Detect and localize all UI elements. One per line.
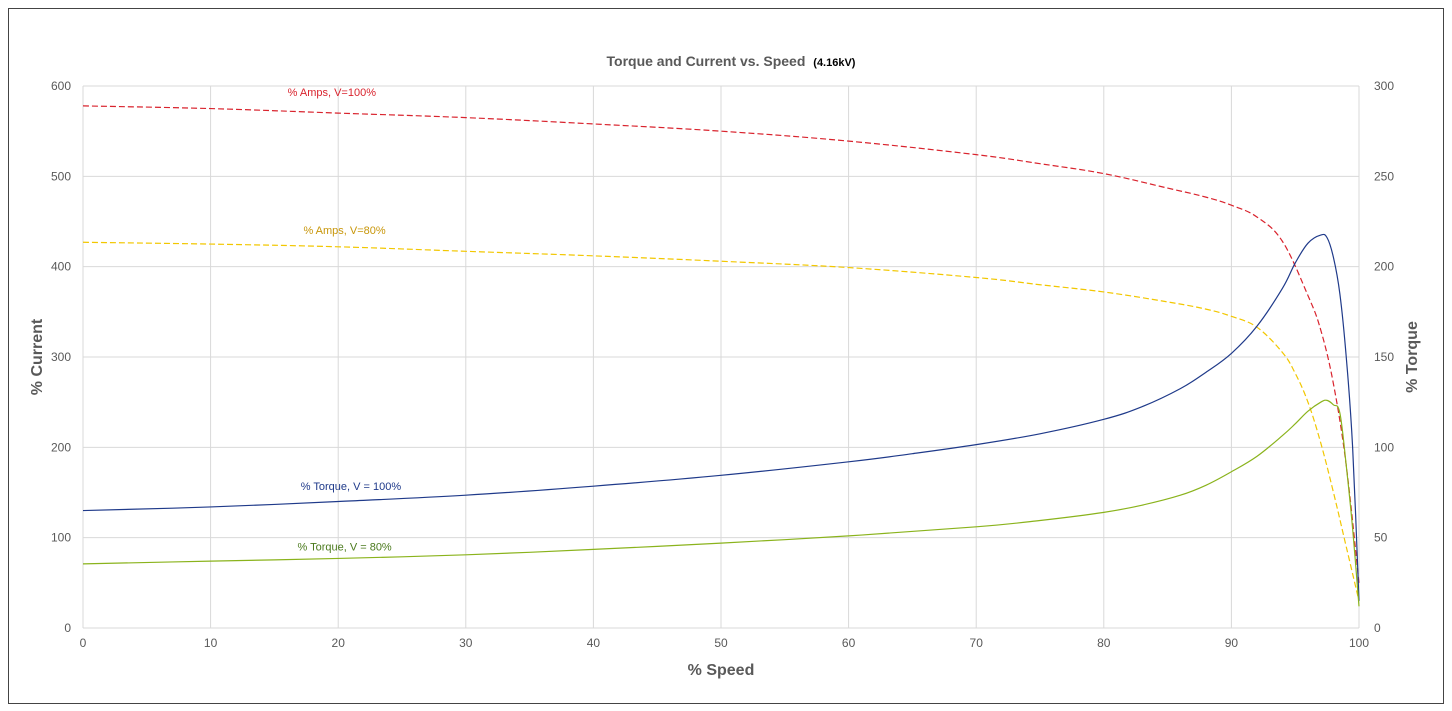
y-right-tick-label: 150 xyxy=(1374,350,1394,364)
series-label-2: % Amps, V=80% xyxy=(303,225,385,237)
x-tick-label: 90 xyxy=(1225,636,1239,650)
series-label-1: % Amps, V=100% xyxy=(288,87,377,99)
y-right-tick-label: 0 xyxy=(1374,621,1381,635)
x-tick-label: 40 xyxy=(587,636,601,650)
y-right-tick-label: 100 xyxy=(1374,440,1394,454)
y-left-tick-label: 0 xyxy=(64,621,71,635)
x-tick-label: 100 xyxy=(1349,636,1369,650)
series-line-1 xyxy=(82,105,1360,583)
y-left-axis-title: % Current xyxy=(29,318,46,395)
y-right-tick-label: 200 xyxy=(1374,260,1394,274)
x-axis-title: % Speed xyxy=(688,662,755,679)
series-labels: % Amps, V=100% % Amps, V=80% % Torque, V =… xyxy=(288,87,402,553)
y-right-tick-label: 250 xyxy=(1374,169,1394,183)
x-tick-label: 50 xyxy=(714,636,728,650)
x-tick-label: 80 xyxy=(1097,636,1111,650)
series-line-2 xyxy=(82,241,1360,602)
chart-title-suffix: (4.16kV) xyxy=(813,57,856,69)
chart-title-main: Torque and Current vs. Speed xyxy=(607,53,806,69)
y-left-tick-label: 200 xyxy=(51,440,71,454)
chart-title: Torque and Current vs. Speed (4.16kV) xyxy=(607,53,856,69)
y-left-tick-label: 300 xyxy=(51,350,71,364)
y-left-tick-label: 400 xyxy=(51,260,71,274)
tick-labels: 0 10 20 30 40 50 60 70 80 90 100010020030040050060… xyxy=(51,79,1394,650)
series-line-4 xyxy=(82,399,1360,607)
x-tick-label: 30 xyxy=(459,636,473,650)
series-lines xyxy=(82,105,1360,607)
y-right-axis-title: % Torque xyxy=(1404,321,1421,393)
series-label-4: % Torque, V = 80% xyxy=(297,541,391,553)
x-tick-label: 60 xyxy=(842,636,856,650)
x-tick-label: 10 xyxy=(204,636,218,650)
series-label-3: % Torque, V = 100% xyxy=(301,481,402,493)
y-left-tick-label: 600 xyxy=(51,79,71,93)
y-right-tick-label: 300 xyxy=(1374,79,1394,93)
y-left-tick-label: 500 xyxy=(51,169,71,183)
grid xyxy=(82,85,1360,629)
chart-frame xyxy=(8,8,1444,704)
series-line-3 xyxy=(82,233,1360,601)
y-right-tick-label: 50 xyxy=(1374,531,1388,545)
y-left-tick-label: 100 xyxy=(51,531,71,545)
x-tick-label: 0 xyxy=(80,636,87,650)
x-tick-label: 70 xyxy=(970,636,984,650)
x-tick-label: 20 xyxy=(332,636,346,650)
